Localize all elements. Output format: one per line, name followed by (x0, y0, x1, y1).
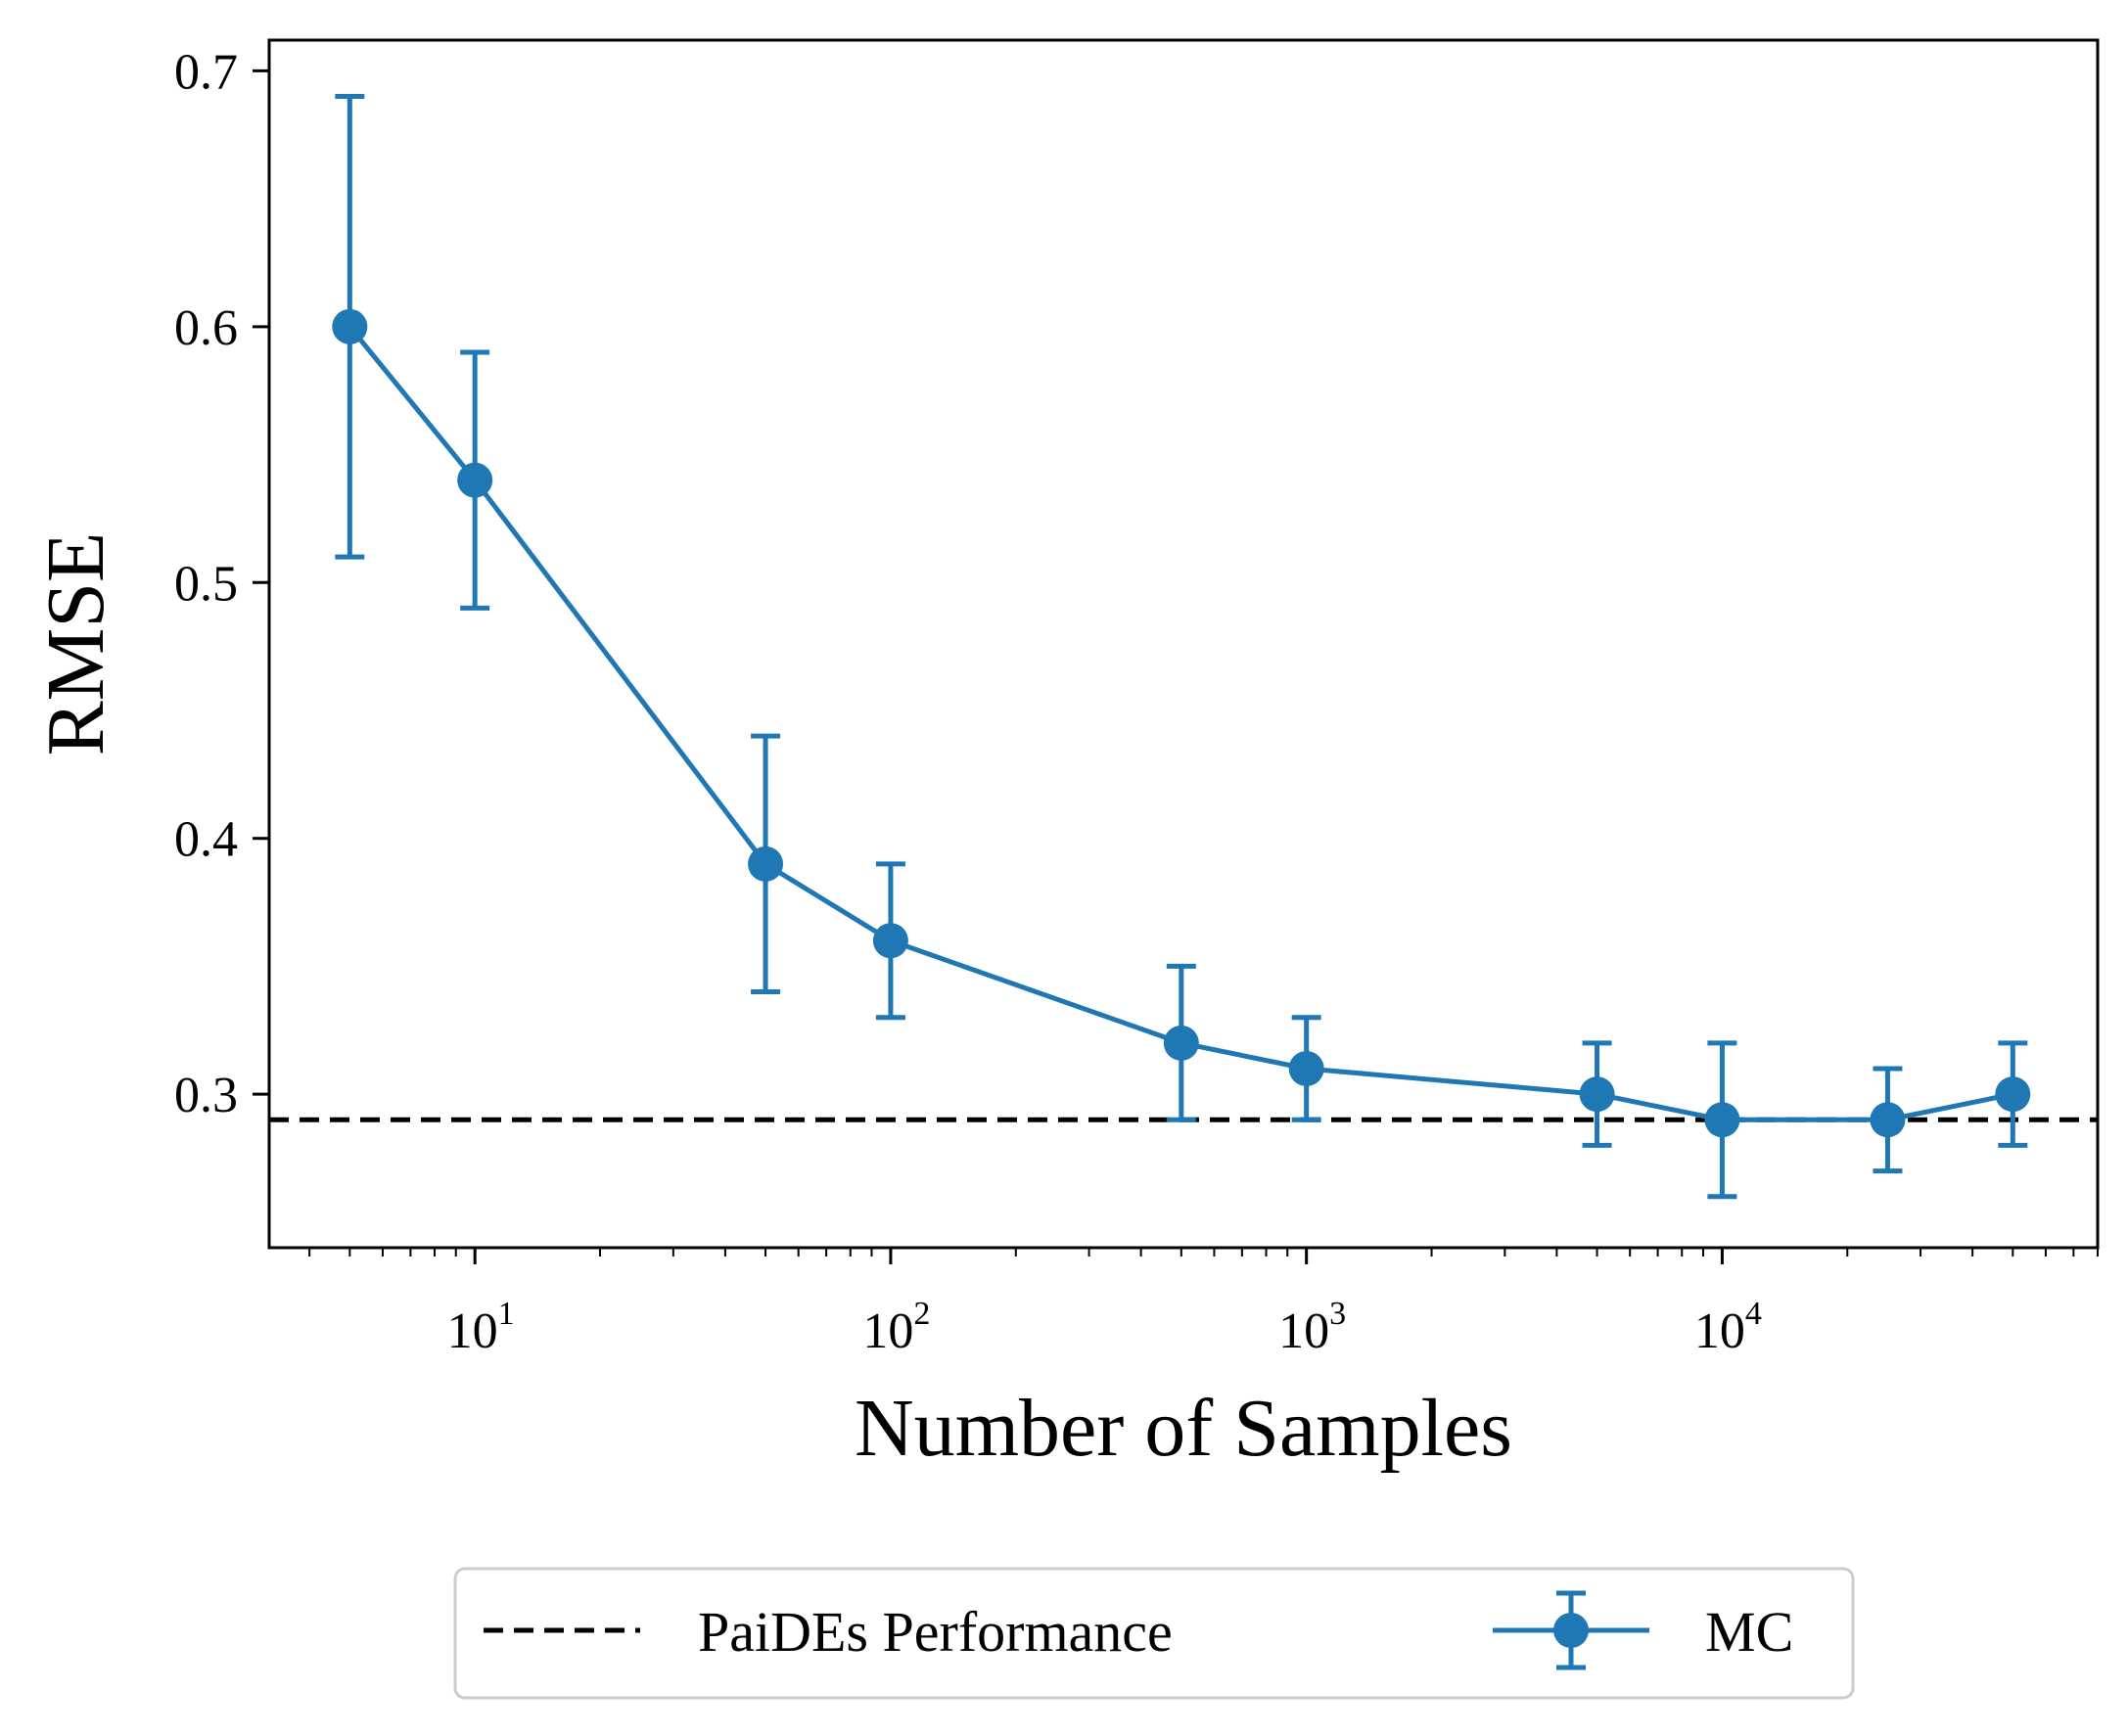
series-layer (332, 94, 2031, 1200)
data-point-mc (1288, 1050, 1324, 1086)
x-tick-label: 104 (1694, 1296, 1762, 1359)
legend-label-mc: MC (1705, 1600, 1793, 1664)
y-tick-label: 0.5 (174, 556, 238, 612)
y-tick-label: 0.6 (174, 300, 238, 356)
data-point-mc (872, 923, 908, 959)
data-point-mc (748, 845, 784, 882)
x-axis-title: Number of Samples (855, 1383, 1512, 1474)
series-line-mc (347, 325, 2013, 1122)
y-ticks: 0.3 0.4 0.5 0.6 0.7 (174, 44, 269, 1123)
legend-mc-marker (1553, 1613, 1589, 1648)
x-minor-ticks (308, 1248, 2099, 1256)
data-point-mc (1579, 1076, 1615, 1113)
y-tick-label: 0.7 (174, 44, 238, 100)
plot-area-frame (267, 38, 2100, 1250)
legend-label-paides: PaiDEs Performance (698, 1600, 1173, 1664)
data-point-mc (1163, 1025, 1199, 1061)
x-tick-label: 101 (447, 1296, 515, 1359)
data-point-mc (1870, 1102, 1906, 1138)
x-major-ticks: 101 102 103 104 (447, 1248, 1762, 1359)
legend: PaiDEs Performance MC (453, 1567, 1855, 1700)
legend-frame (453, 1567, 1855, 1700)
y-tick-label: 0.4 (174, 812, 238, 868)
y-axis-title: RMSE (30, 532, 121, 756)
data-point-mc (1704, 1102, 1740, 1138)
data-point-mc (1995, 1076, 2031, 1113)
y-tick-label: 0.3 (174, 1068, 238, 1123)
x-tick-label: 102 (862, 1296, 930, 1359)
data-point-mc (457, 462, 493, 498)
data-point-mc (332, 308, 368, 344)
legend-mc-swatch (1493, 1590, 1649, 1670)
x-tick-label: 103 (1278, 1296, 1346, 1359)
